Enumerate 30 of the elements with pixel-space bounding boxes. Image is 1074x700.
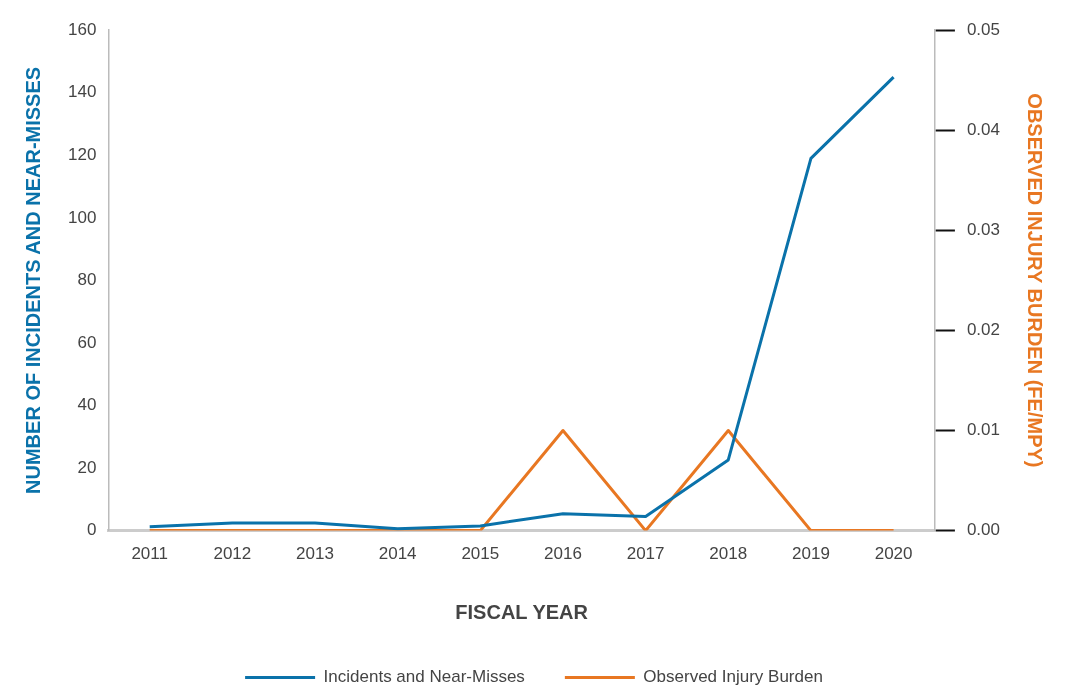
y-tick-label: 60 [77,332,97,352]
y2-tick-label: 0.05 [966,19,1001,39]
y-tick-label: 100 [67,207,97,227]
y2-tick-label: 0.04 [966,119,1001,139]
x-tick-label: 2015 [461,544,500,564]
y-tick-label: 20 [77,457,97,477]
x-tick-label: 2011 [131,544,168,564]
y-tick-label: 120 [67,144,97,164]
y2-axis-title: OBSERVED INJURY BURDEN (FE/MPY) [1024,93,1047,468]
legend-label: Observed Injury Burden [643,667,823,687]
x-tick-label: 2013 [296,544,334,564]
y-axis-title: NUMBER OF INCIDENTS AND NEAR-MISSES [21,66,44,494]
y2-tick-label: 0.02 [966,320,1001,340]
y2-tick-label: 0.01 [966,420,1001,440]
y-tick-label: 140 [67,82,97,102]
x-tick-label: 2014 [378,544,417,564]
x-axis-title: FISCAL YEAR [455,600,589,623]
x-tick-label: 2018 [709,544,748,564]
x-tick-label: 2019 [792,544,830,564]
y2-tick-label: 0.03 [966,220,1001,240]
x-tick-label: 2016 [544,544,582,564]
y-tick-label: 0 [86,520,97,540]
x-tick-label: 2017 [626,544,665,564]
x-tick-label: 2012 [213,544,252,564]
y2-tick-label: 0.00 [966,520,1001,540]
y-tick-label: 160 [67,19,97,39]
legend-label: Incidents and Near-Misses [323,667,525,687]
y-tick-label: 40 [77,395,97,415]
y-tick-label: 80 [77,270,97,290]
x-tick-label: 2020 [874,544,913,564]
